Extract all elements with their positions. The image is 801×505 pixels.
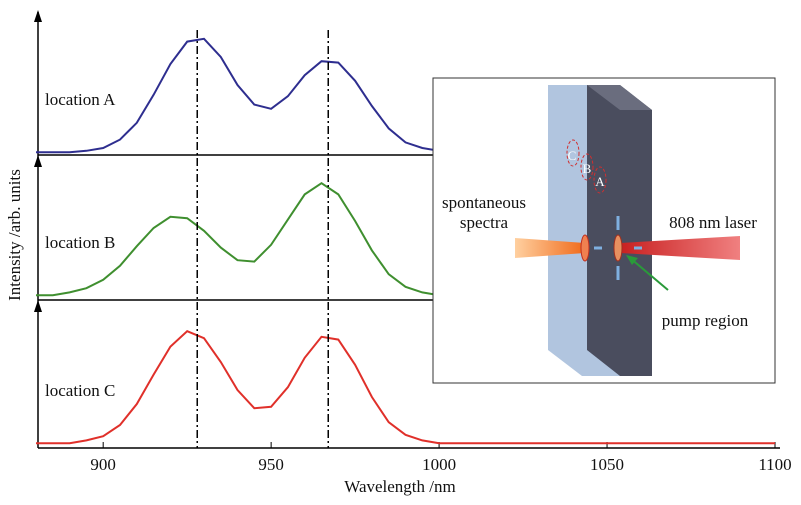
pump-spot: [613, 234, 623, 262]
laser-beam: [620, 236, 740, 260]
inset-diagram: C B A spontaneous spectra 808 nm laser p…: [432, 77, 776, 384]
crystal-top: [587, 85, 652, 110]
inset-label: spontaneous: [442, 193, 526, 212]
crystal-back: [587, 85, 652, 376]
spot-ring: [566, 139, 580, 167]
x-tick-label: 1100: [758, 455, 791, 474]
inset-label: spectra: [460, 213, 509, 232]
spectrum-line: [36, 330, 775, 445]
axis-arrow: [34, 155, 42, 167]
x-tick-label: 1050: [590, 455, 624, 474]
axis-arrow: [34, 300, 42, 312]
spot-ring: [593, 166, 607, 194]
pointer-arrow: [629, 257, 669, 291]
x-tick-label: 1000: [422, 455, 456, 474]
x-tick-label: 950: [258, 455, 284, 474]
y-axis-title: Intensity /arb. units: [5, 169, 24, 301]
x-tick-label: 900: [90, 455, 116, 474]
pump-arrows: [594, 216, 642, 280]
inset-label: 808 nm laser: [669, 213, 757, 232]
pointer-head: [626, 255, 638, 265]
panel-label: location A: [45, 90, 116, 109]
emission-spot: [580, 234, 590, 262]
panel-label: location C: [45, 381, 115, 400]
inset-label: pump region: [662, 311, 749, 330]
axis-arrow: [34, 10, 42, 22]
spot-ring: [580, 153, 594, 181]
panel-label: location B: [45, 233, 115, 252]
spot-label: A: [595, 174, 605, 189]
plot-area: 900 950 1000 1050 1100 location A location B lo…: [34, 10, 792, 474]
spot-label: C: [568, 148, 577, 163]
spot-label: B: [583, 161, 592, 176]
x-axis-title: Wavelength /nm: [344, 477, 455, 496]
spectra-beam: [515, 238, 585, 258]
